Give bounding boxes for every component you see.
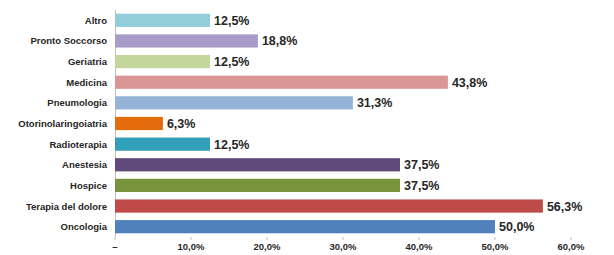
tick-label: – [112, 241, 117, 252]
category-label: Otorinolaringoiatria [18, 118, 107, 129]
bar [115, 138, 210, 151]
data-label: 6,3% [167, 117, 196, 131]
data-label: 50,0% [499, 220, 534, 234]
tick-label: 50,0% [482, 241, 509, 252]
tick-label: 30,0% [330, 241, 357, 252]
tick-mark [343, 237, 344, 240]
category-labels: Altro Pronto Soccorso Geriatria Medicina Pne… [18, 15, 107, 232]
bar [115, 96, 353, 109]
bar [115, 34, 258, 47]
tick-mark [191, 237, 192, 240]
tick-label: 60,0% [558, 241, 585, 252]
data-label: 31,3% [357, 96, 392, 110]
tick-mark [571, 237, 572, 240]
category-label: Geriatria [68, 56, 108, 67]
category-label: Pneumologia [47, 97, 107, 108]
category-label: Oncologia [61, 221, 108, 232]
data-label: 56,3% [547, 200, 582, 214]
data-label: 43,8% [452, 76, 487, 90]
bar [115, 76, 448, 89]
x-axis: – 10,0% 20,0% 30,0% 40,0% 50,0% 60,0% [112, 237, 585, 252]
tick-label: 20,0% [254, 241, 281, 252]
bar [115, 158, 400, 171]
tick-mark [115, 237, 116, 240]
bar [115, 220, 495, 233]
tick-mark [419, 237, 420, 240]
category-label: Anestesia [62, 159, 108, 170]
bars [115, 14, 543, 234]
data-labels: 12,5% 18,8% 12,5% 43,8% 31,3% 6,3% 12,5% 37,5% 3… [167, 14, 582, 234]
data-label: 37,5% [404, 158, 439, 172]
category-label: Radioterapia [49, 139, 107, 150]
category-label: Terapia del dolore [26, 201, 107, 212]
tick-mark [495, 237, 496, 240]
bar [115, 14, 210, 27]
data-label: 12,5% [214, 14, 249, 28]
tick-label: 10,0% [178, 241, 205, 252]
category-label: Pronto Soccorso [30, 35, 107, 46]
bar [115, 179, 400, 192]
tick-label: 40,0% [406, 241, 433, 252]
data-label: 12,5% [214, 55, 249, 69]
category-label: Altro [85, 15, 107, 26]
category-label: Hospice [70, 180, 107, 191]
category-label: Medicina [66, 77, 107, 88]
chart: 12,5% 18,8% 12,5% 43,8% 31,3% 6,3% 12,5% 37,5% 3… [0, 0, 614, 255]
bar [115, 199, 543, 212]
data-label: 37,5% [404, 179, 439, 193]
data-label: 12,5% [214, 138, 249, 152]
data-label: 18,8% [262, 34, 297, 48]
bar [115, 117, 163, 130]
tick-mark [267, 237, 268, 240]
bar [115, 55, 210, 68]
